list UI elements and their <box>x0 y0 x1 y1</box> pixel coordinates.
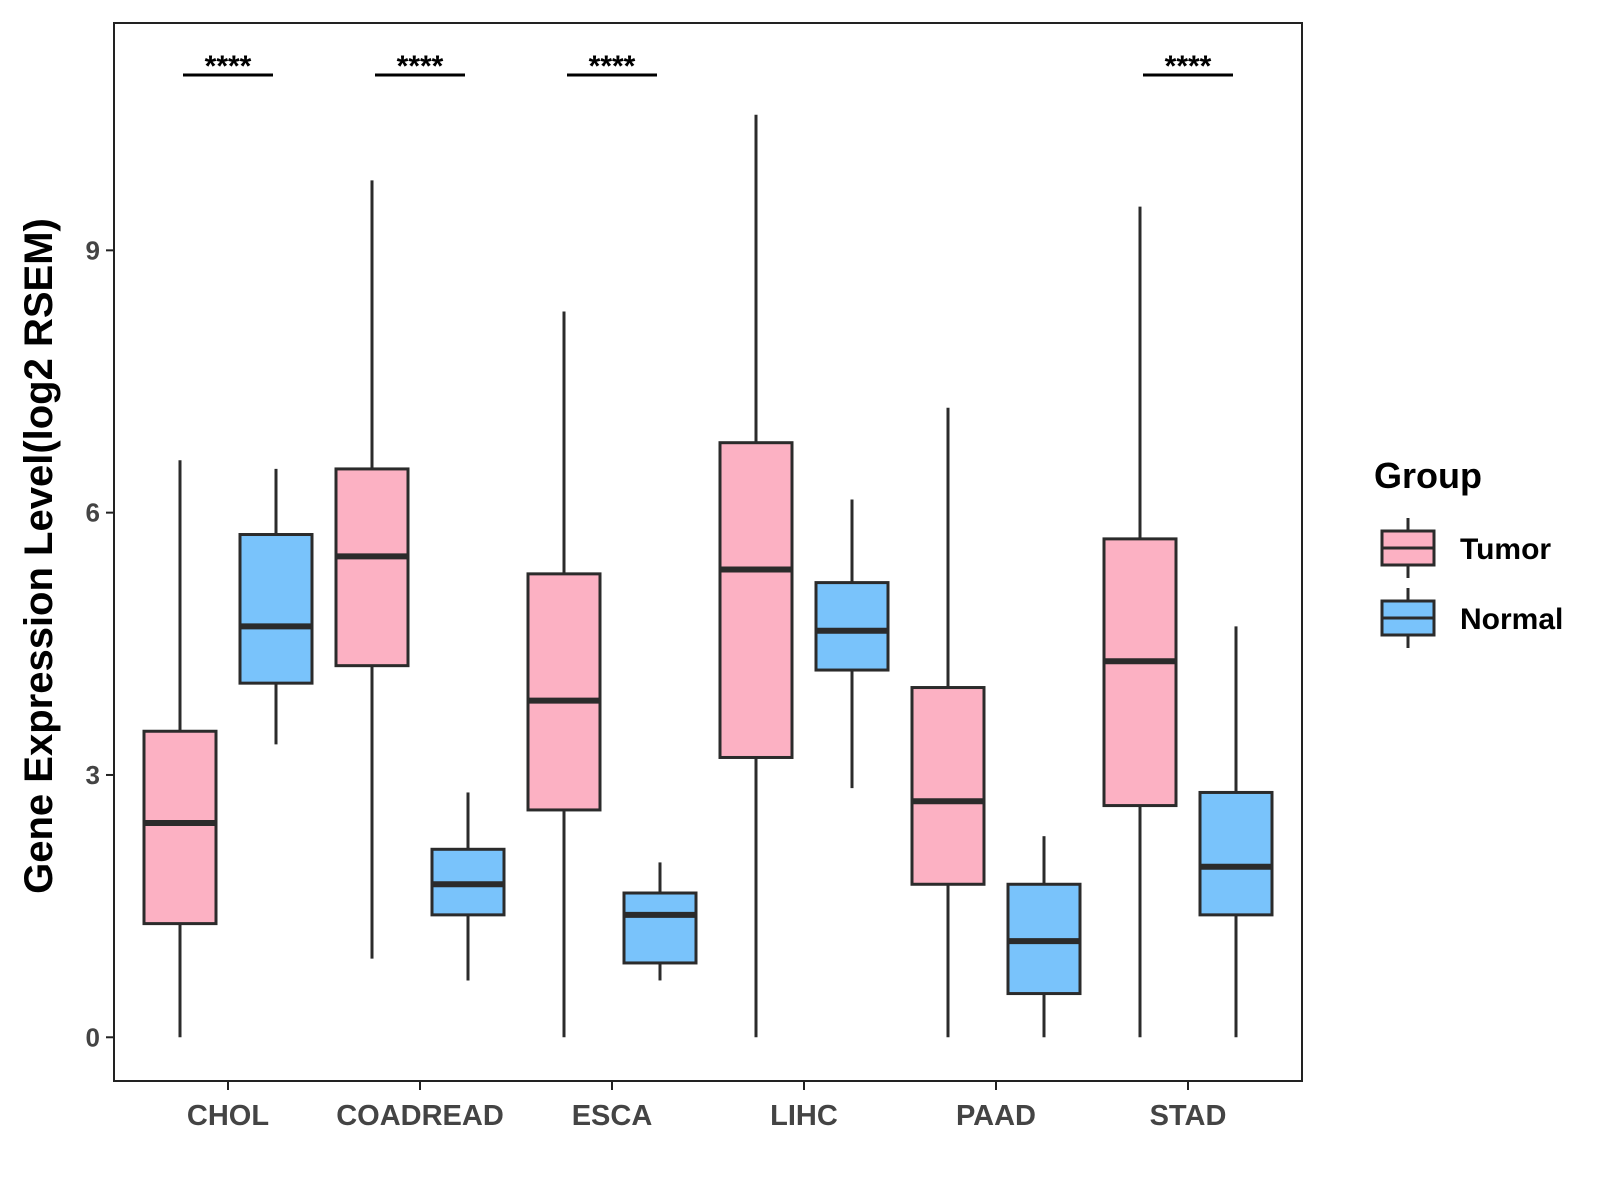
x-category-label: LIHC <box>770 1100 838 1132</box>
significance-label: **** <box>1165 50 1212 83</box>
normal-box-chol <box>238 468 314 745</box>
box-body <box>1198 790 1274 917</box>
box-body <box>814 581 890 672</box>
y-tick-label: 9 <box>86 235 100 265</box>
plot-area: 0 3 6 9 CHOL COADREAD ESCA LIHC PAAD STAD **** ****… <box>86 50 1274 1132</box>
tumor-box-coadread <box>334 180 410 959</box>
box-body <box>1102 537 1178 808</box>
y-tick-label: 3 <box>86 760 100 790</box>
significance-label: **** <box>589 50 636 83</box>
plot-panel-border <box>113 22 1303 1082</box>
normal-box-coadread <box>430 792 506 981</box>
box-body <box>142 729 218 926</box>
tumor-box-esca <box>526 311 602 1038</box>
y-tick-label: 6 <box>86 498 100 528</box>
x-category-label: CHOL <box>187 1100 269 1132</box>
box-body <box>334 467 410 668</box>
y-tick-label: 0 <box>86 1022 100 1052</box>
significance-label: **** <box>205 50 252 83</box>
tumor-box-stad <box>1102 206 1178 1038</box>
tumor-box-lihc <box>718 114 794 1038</box>
tumor-box-chol <box>142 460 218 1038</box>
box-body <box>718 441 794 759</box>
x-category-label: ESCA <box>572 1100 653 1132</box>
y-axis-label: Gene Expression Level(log2 RSEM) <box>17 218 61 894</box>
box-body <box>526 572 602 812</box>
box-body <box>622 891 698 965</box>
box-body <box>910 686 986 886</box>
normal-box-stad <box>1198 626 1274 1038</box>
x-category-label: PAAD <box>956 1100 1036 1132</box>
legend-label-tumor: Tumor <box>1460 533 1551 566</box>
normal-box-paad <box>1006 836 1082 1038</box>
legend-title: Group <box>1374 455 1482 496</box>
x-category-label: STAD <box>1150 1100 1227 1132</box>
normal-box-lihc <box>814 499 890 789</box>
significance-label: **** <box>397 50 444 83</box>
x-category-label: COADREAD <box>336 1100 504 1132</box>
legend-key-tumor <box>1380 518 1436 578</box>
legend-key-normal <box>1380 588 1436 648</box>
tumor-box-paad <box>910 407 986 1038</box>
legend: Group Tumor Normal <box>1374 455 1563 648</box>
normal-box-esca <box>622 862 698 981</box>
box-body <box>238 533 314 685</box>
legend-label-normal: Normal <box>1460 603 1563 636</box>
